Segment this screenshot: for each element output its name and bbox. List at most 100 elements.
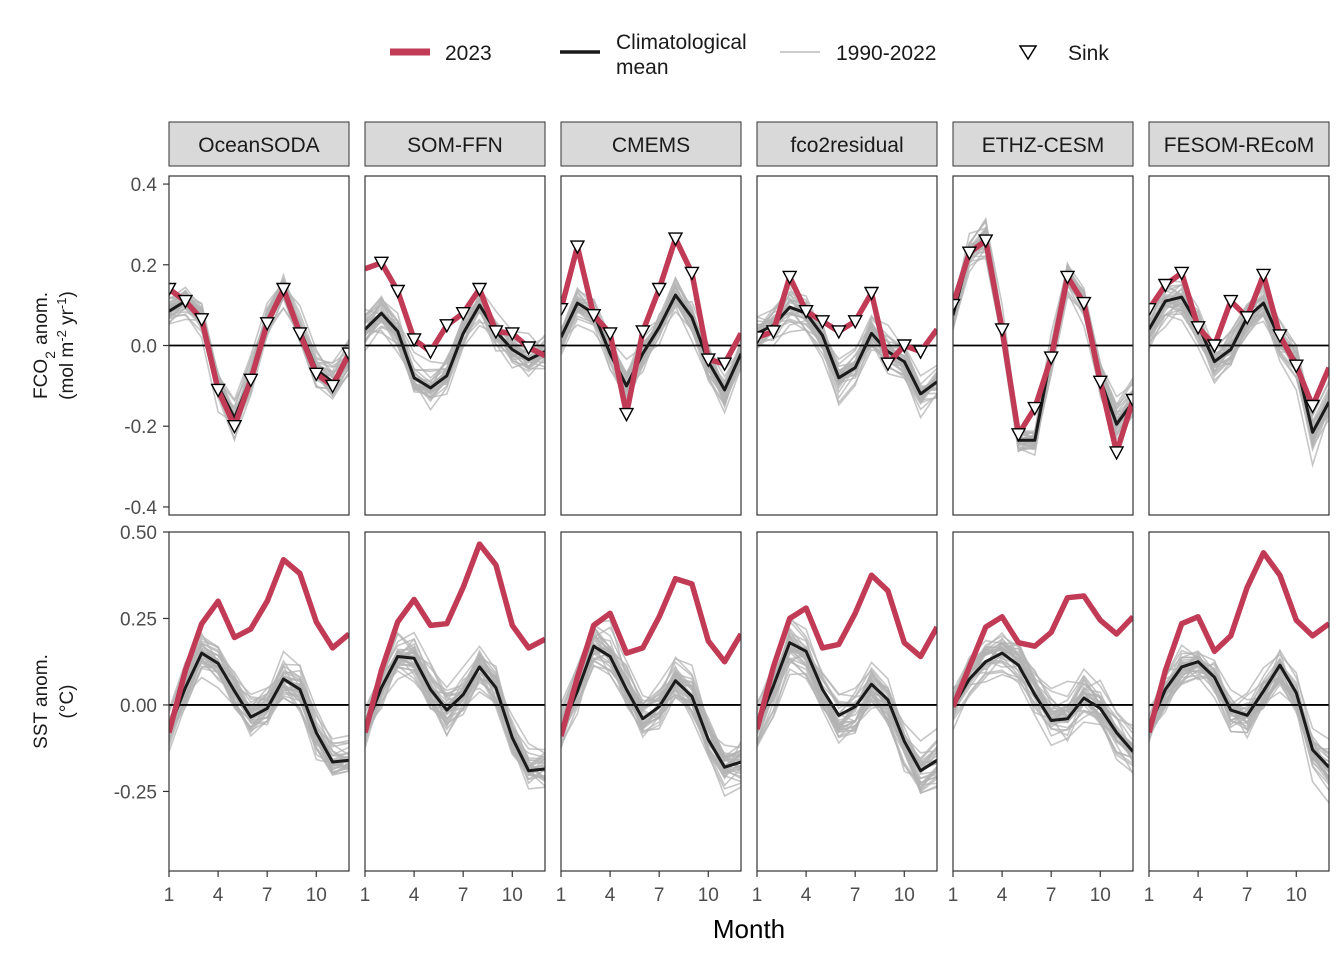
sink-marker bbox=[1288, 359, 1304, 374]
x-tick-label: 4 bbox=[605, 885, 616, 906]
panel-fco2-fco2residual bbox=[756, 175, 938, 516]
sink-marker bbox=[1239, 311, 1255, 326]
sink-marker bbox=[1272, 329, 1288, 344]
y-tick-label: -0.2 bbox=[124, 417, 157, 438]
sink-marker bbox=[210, 383, 226, 398]
sink-marker bbox=[390, 284, 406, 299]
sink-marker bbox=[177, 294, 194, 310]
history-line bbox=[365, 297, 545, 391]
y-tick-label: 0.25 bbox=[120, 609, 157, 630]
x-tick-label: 4 bbox=[409, 885, 420, 906]
sink-marker bbox=[1255, 268, 1272, 283]
sink-marker bbox=[439, 319, 455, 334]
series-2023 bbox=[757, 572, 937, 730]
panel-sst-oceansoda bbox=[168, 531, 350, 872]
history-line bbox=[757, 626, 937, 766]
strip-background bbox=[1148, 121, 1330, 167]
sink-marker bbox=[324, 379, 341, 394]
panel-fco2-fesom-recom bbox=[1148, 175, 1330, 516]
y-tick-label: 0.2 bbox=[131, 256, 157, 277]
x-tick-label: 1 bbox=[556, 885, 567, 906]
sink-marker bbox=[1010, 428, 1027, 443]
strip-som-ffn: SOM-FFN bbox=[364, 121, 546, 167]
sink-marker bbox=[226, 420, 243, 435]
superscript: -1 bbox=[54, 298, 69, 310]
sink-marker bbox=[1027, 401, 1043, 417]
panel-fco2-cmems bbox=[560, 175, 742, 516]
sink-marker bbox=[831, 325, 847, 340]
x-tick-label: 7 bbox=[850, 885, 861, 906]
series-climatological-mean bbox=[561, 644, 741, 769]
legend-label: Sink bbox=[1068, 42, 1109, 65]
sink-markers bbox=[953, 234, 1133, 461]
sink-marker bbox=[471, 282, 488, 297]
sink-marker bbox=[953, 298, 961, 314]
sink-markers bbox=[169, 282, 349, 435]
strip-label: OceanSODA bbox=[198, 134, 319, 157]
strip-fesom-recom: FESOM-REcoM bbox=[1148, 121, 1330, 167]
sink-marker bbox=[757, 331, 765, 346]
history-line bbox=[757, 319, 937, 407]
sink-marker bbox=[243, 373, 259, 388]
sink-marker bbox=[684, 266, 700, 281]
strip-label: fco2residual bbox=[790, 134, 903, 157]
panel-plot-area bbox=[561, 575, 741, 798]
x-axes: 1 4 7 10 1 4 7 10 1 4 7 10 1 4 7 10 1 4 7 10 1 4 7 10 bbox=[164, 871, 1307, 906]
x-tick-label: 7 bbox=[1046, 885, 1057, 906]
strip-cmems: CMEMS bbox=[560, 121, 742, 167]
panel-fco2-ethz-cesm bbox=[952, 175, 1134, 516]
panel-fco2-oceansoda bbox=[168, 175, 350, 516]
sink-marker bbox=[667, 232, 684, 247]
x-axis-title: Month bbox=[713, 914, 785, 944]
strip-background bbox=[952, 121, 1134, 167]
history-line bbox=[757, 660, 937, 773]
history-line bbox=[757, 312, 937, 394]
legend-label: 1990-2022 bbox=[836, 42, 936, 65]
panel-strips: OceanSODA SOM-FFN CMEMS fco2residual ETHZ-CE… bbox=[168, 121, 1330, 167]
sink-marker bbox=[602, 327, 618, 342]
x-tick-label: 7 bbox=[654, 885, 665, 906]
y-tick-label: 0.0 bbox=[131, 337, 157, 358]
sink-marker bbox=[961, 246, 978, 261]
series-climatological-mean bbox=[953, 651, 1133, 753]
y-tick-label: 0.50 bbox=[120, 523, 157, 544]
sink-marker bbox=[275, 282, 292, 297]
x-tick-label: 4 bbox=[801, 885, 812, 906]
y-axis-title-line: (mol m-2 yr-1) bbox=[54, 291, 79, 400]
sink-marker bbox=[994, 323, 1010, 338]
x-tick-label: 4 bbox=[997, 885, 1008, 906]
sink-marker bbox=[1043, 351, 1059, 366]
history-line bbox=[1149, 279, 1329, 418]
subscript: 2 bbox=[42, 351, 58, 359]
history-line bbox=[953, 637, 1133, 734]
sink-marker bbox=[912, 345, 929, 360]
series-climatological-mean bbox=[365, 303, 545, 390]
sink-marker bbox=[341, 347, 349, 362]
panel-border bbox=[364, 175, 546, 516]
x-axis-ethz-cesm: 1 4 7 10 bbox=[948, 871, 1111, 906]
history-line bbox=[169, 280, 349, 402]
sink-marker bbox=[1190, 321, 1206, 336]
x-axis-oceansoda: 1 4 7 10 bbox=[164, 871, 327, 906]
sink-marker bbox=[716, 357, 733, 372]
strip-background bbox=[168, 121, 350, 167]
panel-plot-area bbox=[953, 216, 1133, 461]
history-line bbox=[365, 631, 545, 769]
y-axis-title-line: SST anom. bbox=[31, 654, 52, 749]
history-line bbox=[953, 647, 1133, 759]
x-tick-label: 10 bbox=[306, 885, 327, 906]
panel-plot-area bbox=[1149, 266, 1329, 469]
history-line bbox=[757, 647, 937, 767]
sink-marker bbox=[896, 339, 912, 354]
sink-marker bbox=[1174, 266, 1190, 281]
sink-marker bbox=[765, 325, 782, 340]
y-axes: 0.4 0.2 0.0 -0.2 -0.4 FCO2 anom.(mol m-2 yr-1… bbox=[31, 175, 169, 803]
panel-plot-area bbox=[1149, 550, 1329, 804]
panel-border bbox=[952, 175, 1134, 516]
panel-plot-area bbox=[953, 593, 1133, 774]
x-tick-label: 4 bbox=[213, 885, 224, 906]
x-tick-label: 4 bbox=[1193, 885, 1204, 906]
series-2023 bbox=[169, 556, 349, 734]
panel-plot-area bbox=[365, 256, 545, 412]
